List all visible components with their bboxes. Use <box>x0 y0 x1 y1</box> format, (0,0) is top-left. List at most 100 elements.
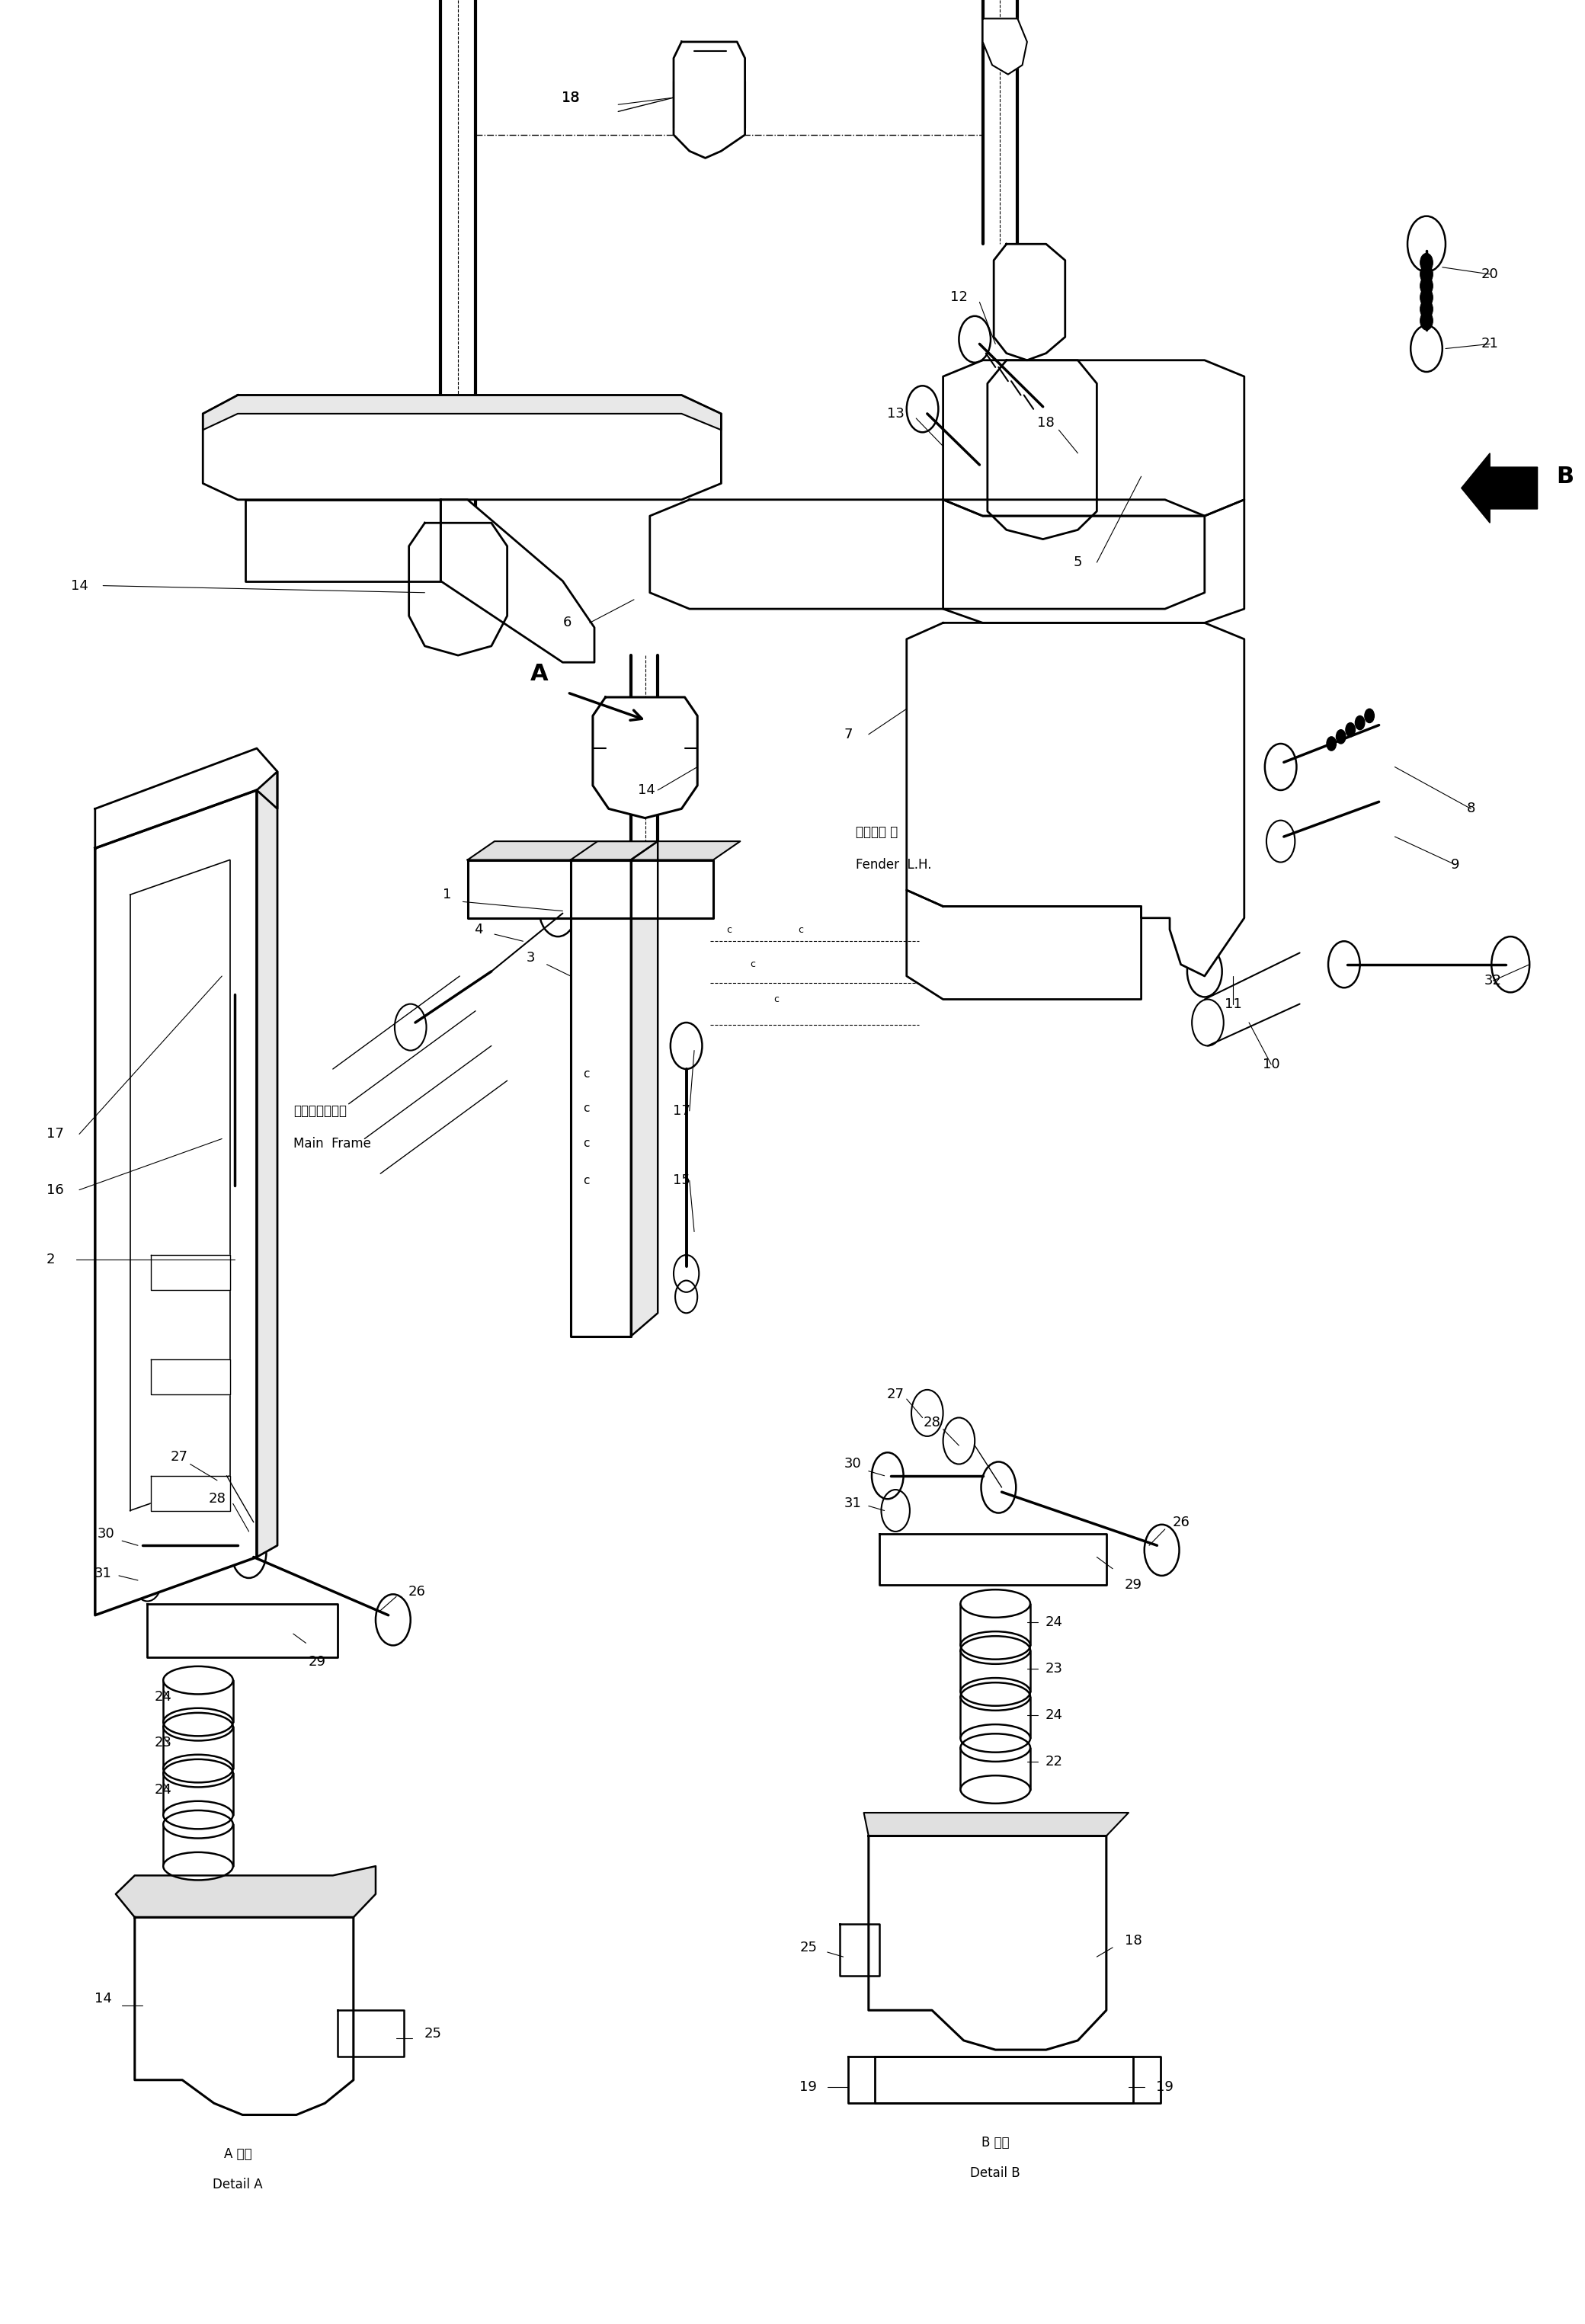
Polygon shape <box>961 1650 1030 1692</box>
Text: 4: 4 <box>474 923 483 937</box>
Text: 6: 6 <box>563 616 572 630</box>
Text: 28: 28 <box>924 1415 940 1429</box>
Circle shape <box>1355 716 1365 730</box>
Polygon shape <box>135 1917 353 2115</box>
Text: 5: 5 <box>1073 555 1083 569</box>
Circle shape <box>1420 253 1433 272</box>
Text: 14: 14 <box>639 783 655 797</box>
Polygon shape <box>95 790 257 1615</box>
Text: Detail A: Detail A <box>212 2178 263 2192</box>
Polygon shape <box>571 841 658 860</box>
Polygon shape <box>409 523 507 655</box>
Polygon shape <box>983 19 1027 74</box>
Polygon shape <box>943 500 1244 623</box>
Polygon shape <box>203 395 721 430</box>
Ellipse shape <box>961 1590 1030 1618</box>
Text: c: c <box>726 925 732 934</box>
Text: c: c <box>583 1069 590 1078</box>
Text: 24: 24 <box>1045 1708 1064 1722</box>
Polygon shape <box>468 860 713 918</box>
Polygon shape <box>257 772 277 1557</box>
Text: 24: 24 <box>154 1783 173 1796</box>
Text: Fender  L.H.: Fender L.H. <box>856 858 932 872</box>
Text: 9: 9 <box>1450 858 1460 872</box>
Text: 32: 32 <box>1484 974 1503 988</box>
Polygon shape <box>907 623 1244 976</box>
Text: 19: 19 <box>1157 2080 1173 2094</box>
Text: 17: 17 <box>674 1104 689 1118</box>
Polygon shape <box>95 748 277 848</box>
Text: 27: 27 <box>886 1387 905 1401</box>
Text: c: c <box>797 925 804 934</box>
Text: 30: 30 <box>845 1457 861 1471</box>
Text: 15: 15 <box>674 1174 689 1188</box>
Circle shape <box>1420 265 1433 284</box>
Polygon shape <box>961 1604 1030 1645</box>
Circle shape <box>1420 311 1433 330</box>
Ellipse shape <box>961 1636 1030 1664</box>
Text: 17: 17 <box>48 1127 63 1141</box>
Ellipse shape <box>961 1724 1030 1752</box>
Polygon shape <box>593 697 697 818</box>
Polygon shape <box>961 1748 1030 1789</box>
Circle shape <box>1336 730 1346 744</box>
Text: 3: 3 <box>526 951 536 964</box>
Text: 14: 14 <box>95 1992 111 2006</box>
Ellipse shape <box>961 1683 1030 1710</box>
Text: 16: 16 <box>48 1183 63 1197</box>
Text: 22: 22 <box>1045 1755 1064 1769</box>
Ellipse shape <box>961 1734 1030 1762</box>
Text: 8: 8 <box>1466 802 1476 816</box>
Text: 11: 11 <box>1225 997 1241 1011</box>
Polygon shape <box>840 1924 880 1975</box>
Text: 31: 31 <box>845 1497 861 1511</box>
Polygon shape <box>880 1534 1106 1585</box>
Polygon shape <box>441 500 594 662</box>
Text: 31: 31 <box>95 1566 111 1580</box>
Text: 23: 23 <box>1045 1662 1064 1676</box>
Ellipse shape <box>163 1755 233 1783</box>
Text: 28: 28 <box>209 1492 225 1506</box>
Text: 24: 24 <box>154 1690 173 1703</box>
FancyArrow shape <box>1461 453 1537 523</box>
Text: c: c <box>583 1176 590 1185</box>
Text: Main  Frame: Main Frame <box>293 1136 371 1150</box>
Polygon shape <box>116 1866 376 1917</box>
Polygon shape <box>631 841 658 1336</box>
Text: 23: 23 <box>154 1736 173 1750</box>
Polygon shape <box>943 360 1244 516</box>
Ellipse shape <box>163 1713 233 1741</box>
Ellipse shape <box>163 1810 233 1838</box>
Polygon shape <box>987 360 1097 539</box>
Text: 14: 14 <box>71 579 87 593</box>
Text: 7: 7 <box>843 727 853 741</box>
Text: 21: 21 <box>1482 337 1498 351</box>
Text: 27: 27 <box>170 1450 189 1464</box>
Text: 13: 13 <box>888 407 903 421</box>
Text: c: c <box>583 1139 590 1148</box>
Polygon shape <box>961 1697 1030 1738</box>
Text: メインフレーム: メインフレーム <box>293 1104 347 1118</box>
Text: フェンダ 左: フェンダ 左 <box>856 825 899 839</box>
Circle shape <box>1420 288 1433 307</box>
Polygon shape <box>338 2010 404 2057</box>
Ellipse shape <box>961 1776 1030 1803</box>
Text: A 詳細: A 詳細 <box>223 2147 252 2161</box>
Polygon shape <box>151 1476 230 1511</box>
Polygon shape <box>571 860 631 1336</box>
Text: 2: 2 <box>46 1253 55 1267</box>
Polygon shape <box>869 1836 1106 2050</box>
Polygon shape <box>848 2057 1133 2103</box>
Text: 1: 1 <box>442 888 452 902</box>
Text: 26: 26 <box>409 1585 425 1599</box>
Text: A: A <box>529 662 548 686</box>
Text: B: B <box>1556 465 1574 488</box>
Polygon shape <box>163 1680 233 1722</box>
Circle shape <box>1346 723 1355 737</box>
Polygon shape <box>151 1360 230 1394</box>
Ellipse shape <box>961 1631 1030 1659</box>
Text: 19: 19 <box>800 2080 816 2094</box>
Text: 18: 18 <box>1038 416 1054 430</box>
Text: Detail B: Detail B <box>970 2166 1021 2180</box>
Text: 26: 26 <box>1173 1515 1189 1529</box>
